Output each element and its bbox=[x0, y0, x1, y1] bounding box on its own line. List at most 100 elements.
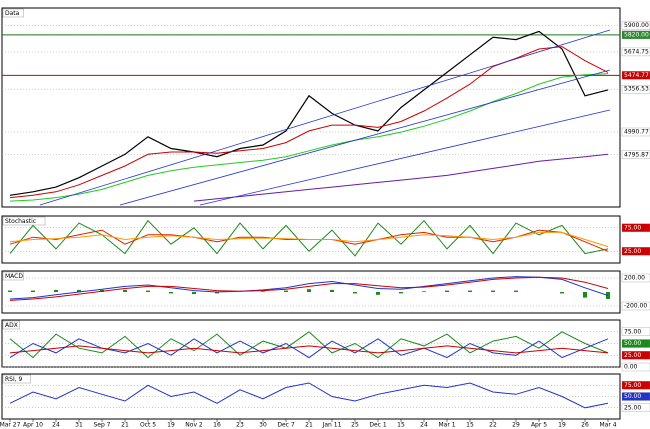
x-tick-label: 26 bbox=[581, 422, 589, 429]
x-tick-label: 21 bbox=[121, 422, 129, 429]
histogram-bar bbox=[376, 292, 380, 295]
y-tick-box bbox=[621, 247, 650, 256]
x-tick-label: Mar 27 bbox=[0, 422, 21, 429]
series-line bbox=[9, 73, 609, 202]
x-tick-label: Mar 1 bbox=[438, 422, 455, 429]
y-tick-label: 75.00 bbox=[624, 224, 641, 231]
x-tick-label: Nov 2 bbox=[185, 422, 203, 429]
series-line bbox=[9, 338, 609, 359]
x-tick-label: Jan 11 bbox=[322, 422, 342, 429]
y-tick-label: 25.00 bbox=[624, 404, 641, 411]
y-tick-box bbox=[621, 127, 650, 137]
histogram-bar bbox=[307, 289, 311, 292]
x-tick-label: Apr 10 bbox=[23, 422, 43, 429]
series-line bbox=[9, 382, 609, 409]
channel-line bbox=[119, 69, 611, 206]
y-tick-box bbox=[621, 327, 650, 336]
histogram-bar bbox=[468, 290, 472, 292]
y-tick-box bbox=[621, 273, 650, 283]
panel-label: RSI, 9 bbox=[5, 376, 23, 383]
series-line bbox=[193, 153, 609, 202]
histogram-bar bbox=[353, 292, 357, 294]
histogram-bar bbox=[422, 291, 426, 292]
x-tick-label: 23 bbox=[236, 422, 244, 429]
y-tick-box bbox=[621, 351, 650, 360]
channel-line bbox=[39, 29, 611, 206]
x-tick-label: Oct 5 bbox=[140, 422, 156, 429]
x-tick-label: Dec 1 bbox=[369, 422, 387, 429]
y-tick-box bbox=[621, 47, 650, 57]
series-line bbox=[9, 231, 609, 248]
x-tick-label: 15 bbox=[397, 422, 405, 429]
y-tick-label: 4990.77 bbox=[624, 128, 649, 135]
histogram-bar bbox=[215, 292, 219, 294]
x-tick-label: Mar 4 bbox=[599, 422, 616, 429]
x-tick-label: 21 bbox=[305, 422, 313, 429]
histogram-bar bbox=[261, 291, 265, 292]
series-line bbox=[9, 345, 609, 354]
y-tick-box bbox=[621, 301, 650, 311]
channel-line bbox=[199, 109, 611, 206]
y-tick-label: 5474.77 bbox=[624, 72, 649, 79]
panel-label-box bbox=[2, 374, 31, 384]
panel-label-box bbox=[2, 271, 24, 281]
y-tick-box bbox=[621, 30, 650, 40]
histogram-bar bbox=[560, 292, 564, 294]
x-tick-label: 16 bbox=[213, 422, 221, 429]
panel-label-box bbox=[2, 320, 20, 330]
series-line bbox=[9, 30, 609, 196]
series-line bbox=[9, 276, 609, 300]
y-tick-box bbox=[621, 339, 650, 348]
panel-label: MACD bbox=[5, 273, 23, 280]
histogram-bar bbox=[445, 290, 449, 292]
y-tick-box bbox=[621, 223, 650, 232]
x-tick-label: 25 bbox=[351, 422, 359, 429]
histogram-bar bbox=[31, 290, 35, 292]
panel-label: Data bbox=[5, 10, 20, 17]
y-tick-box bbox=[621, 21, 650, 30]
y-tick-box bbox=[621, 381, 650, 390]
x-tick-label: 15 bbox=[466, 422, 474, 429]
x-tick-label: Sep 7 bbox=[93, 422, 110, 429]
y-tick-box bbox=[621, 71, 650, 80]
x-tick-label: 30 bbox=[259, 422, 267, 429]
histogram-bar bbox=[514, 290, 518, 292]
series-line bbox=[9, 276, 609, 301]
y-tick-box bbox=[621, 150, 650, 159]
histogram-bar bbox=[583, 292, 587, 298]
y-tick-label: 75.00 bbox=[624, 382, 641, 389]
y-tick-label: 50.00 bbox=[624, 393, 641, 400]
histogram-bar bbox=[192, 292, 196, 295]
y-tick-label: 25.00 bbox=[624, 248, 641, 255]
y-tick-box bbox=[621, 85, 650, 94]
y-tick-label: 200.00 bbox=[624, 275, 645, 282]
y-tick-label: -200.00 bbox=[624, 303, 647, 310]
histogram-bar bbox=[491, 290, 495, 292]
histogram-bar bbox=[77, 289, 81, 292]
y-tick-label: 50.00 bbox=[624, 340, 641, 347]
panel-label: ADX bbox=[5, 322, 18, 329]
series-line bbox=[9, 331, 609, 359]
y-tick-label: 5820.00 bbox=[624, 31, 649, 38]
series-line bbox=[9, 219, 609, 257]
histogram-bar bbox=[146, 290, 150, 292]
y-tick-box bbox=[621, 403, 650, 412]
y-tick-label: 25.00 bbox=[624, 352, 641, 359]
trend-channel bbox=[39, 29, 611, 206]
panel-frame bbox=[1, 7, 621, 208]
y-tick-label: 75.00 bbox=[624, 328, 641, 335]
y-tick-box bbox=[621, 362, 650, 372]
histogram-bar bbox=[123, 289, 127, 292]
x-tick-label: 24 bbox=[52, 422, 60, 429]
x-tick-label: Dec 7 bbox=[277, 422, 295, 429]
histogram-bar bbox=[8, 290, 12, 292]
panel-label: Stochastic bbox=[5, 218, 36, 225]
x-tick-label: 29 bbox=[512, 422, 520, 429]
y-tick-label: 0.00 bbox=[624, 364, 638, 371]
y-tick-label: 5900.00 bbox=[624, 22, 649, 29]
x-tick-label: 22 bbox=[489, 422, 497, 429]
y-tick-label: 5674.75 bbox=[624, 48, 649, 55]
histogram-bar bbox=[399, 292, 403, 294]
panel-label-box bbox=[2, 8, 24, 18]
